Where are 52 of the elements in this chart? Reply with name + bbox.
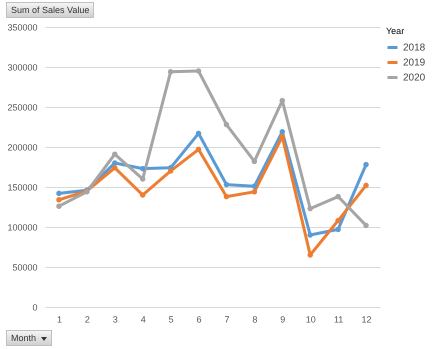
x-tick-label: 6 (196, 314, 202, 324)
point (224, 122, 230, 128)
point (56, 190, 62, 196)
x-axis-title: Month (6, 330, 52, 346)
y-tick-label: 350000 (7, 22, 38, 32)
point (252, 189, 258, 195)
point (168, 69, 174, 75)
point (363, 222, 369, 228)
legend-label: 2020 (403, 72, 426, 84)
point (224, 194, 230, 200)
point (112, 151, 118, 157)
point (168, 168, 174, 174)
x-tick-label: 9 (280, 314, 286, 324)
x-tick-label: 4 (140, 314, 146, 324)
point (224, 182, 230, 188)
point (307, 206, 313, 212)
point (363, 162, 369, 168)
point (56, 197, 62, 203)
x-tick-label: 12 (362, 314, 372, 324)
x-tick-label: 3 (112, 314, 118, 324)
x-tick-label: 1 (56, 314, 62, 324)
point (335, 226, 341, 232)
x-tick-label: 2 (84, 314, 90, 324)
point (335, 194, 341, 200)
y-axis-title: Sum of Sales Value (6, 2, 94, 18)
point (335, 218, 341, 224)
point (363, 182, 369, 188)
x-tick-label: 11 (334, 314, 344, 324)
point (112, 165, 118, 171)
point (196, 68, 202, 74)
legend-label: 2019 (403, 58, 426, 68)
legend-label: 2018 (403, 42, 426, 54)
y-tick-label: 300000 (7, 62, 38, 72)
y-tick-label: 50000 (12, 262, 38, 272)
point (196, 130, 202, 136)
legend-title: Year (386, 26, 404, 36)
y-tick-label: 0 (32, 302, 38, 312)
point (140, 166, 146, 172)
y-tick-label: 250000 (7, 102, 38, 112)
point (140, 192, 146, 198)
point (307, 232, 313, 238)
x-tick-label: 5 (168, 314, 174, 324)
y-tick-label: 100000 (7, 222, 38, 232)
point (252, 183, 258, 189)
x-tick-label: 7 (224, 314, 230, 324)
y-tick-label: 200000 (7, 142, 38, 152)
x-tick-label: 10 (306, 314, 316, 324)
x-tick-label: 8 (252, 314, 258, 324)
point (56, 203, 62, 209)
point (196, 146, 202, 152)
y-tick-label: 150000 (7, 182, 38, 192)
point (112, 160, 118, 166)
